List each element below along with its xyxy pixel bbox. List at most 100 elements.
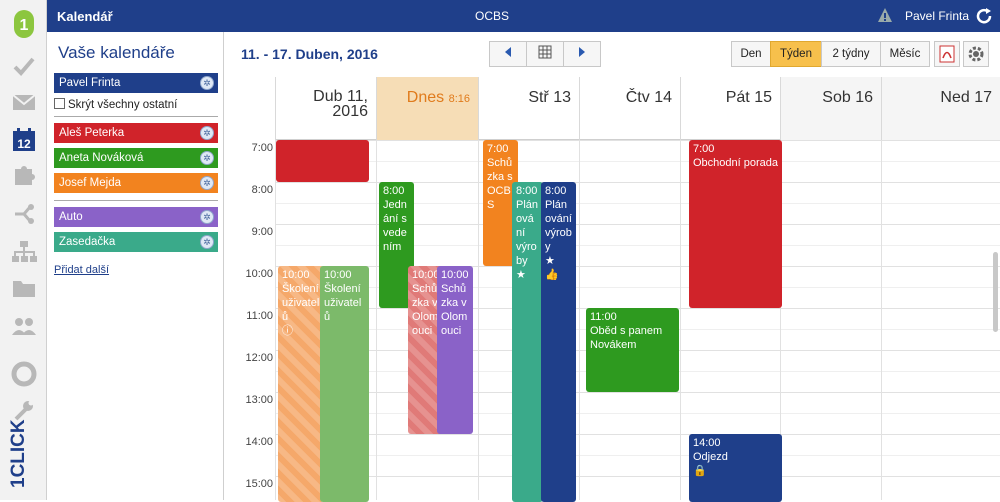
event-title: Schůzka v Olomouci	[412, 283, 439, 337]
day-header-today[interactable]: Dnes 8:16	[376, 77, 478, 140]
calendar-event[interactable]: 10:00 Školení uživatelů	[320, 266, 369, 502]
day-header-wed[interactable]: Stř 13	[478, 77, 579, 140]
calendar-event[interactable]: 14:00 Odjezd 🔒	[689, 434, 782, 502]
gear-icon[interactable]: ✲	[200, 176, 214, 190]
calendar-grid-icon	[538, 45, 552, 59]
event-time: 11:00	[590, 311, 617, 323]
calendar-event[interactable]	[276, 140, 369, 182]
hour-label: 8:00	[251, 184, 273, 196]
center-title: OCBS	[475, 9, 510, 23]
settings-icon	[968, 46, 984, 62]
calendar-item-auto[interactable]: Auto ✲	[54, 207, 218, 227]
event-time: 10:00	[324, 269, 352, 281]
calendar-item-zasedacka[interactable]: Zasedačka ✲	[54, 232, 218, 252]
day-header-sun[interactable]: Ned 17	[881, 77, 1000, 140]
hour-label: 14:00	[245, 436, 273, 448]
day-header-label: Sob 16	[822, 89, 873, 106]
calendar-sidebar: Vaše kalendáře Pavel Frinta ✲ Skrýt všech…	[47, 32, 224, 500]
calendar-item-label: Aleš Peterka	[59, 127, 125, 139]
calendar-item-label: Auto	[59, 211, 83, 223]
today-button[interactable]	[526, 41, 564, 67]
calendar-icon-day: 12	[17, 137, 31, 151]
calendar-event[interactable]: 10:00 Školení uživatelů ⓘ	[278, 266, 324, 502]
prev-button[interactable]	[489, 41, 527, 67]
calendar-item-aneta-novakova[interactable]: Aneta Nováková ✲	[54, 148, 218, 168]
day-header-mon[interactable]: Dub 11, 2016	[275, 77, 376, 140]
hour-label: 7:00	[251, 142, 273, 154]
hide-others-label: Skrýt všechny ostatní	[68, 99, 178, 111]
folder-icon[interactable]	[8, 272, 40, 304]
calendar-item-ales-peterka[interactable]: Aleš Peterka ✲	[54, 123, 218, 143]
gear-icon[interactable]: ✲	[200, 126, 214, 140]
calendar-event[interactable]: 8:00 Plánování výroby ★	[512, 182, 543, 502]
gear-icon[interactable]: ✲	[200, 76, 214, 90]
help-icon: ⓘ	[282, 325, 293, 337]
calendar-item-label: Josef Mejda	[59, 177, 122, 189]
view-month-button[interactable]: Měsíc	[880, 41, 930, 67]
refresh-icon[interactable]	[975, 7, 993, 28]
calendar-event[interactable]: 8:00 Plánování výroby ★ 👍	[541, 182, 576, 502]
pdf-icon	[939, 45, 955, 63]
lifebuoy-icon[interactable]	[8, 358, 40, 390]
view-day-button[interactable]: Den	[731, 41, 771, 67]
add-calendar-link[interactable]: Přidat další	[54, 264, 110, 276]
calendar-event[interactable]: 7:00 Obchodní porada	[689, 140, 782, 308]
hour-label: 9:00	[251, 226, 273, 238]
star-icon: ★	[516, 269, 526, 281]
event-time: 8:00	[383, 185, 405, 197]
event-time: 10:00	[412, 269, 440, 281]
calendar-item-owner[interactable]: Pavel Frinta ✲	[54, 73, 218, 93]
event-time: 7:00	[487, 143, 509, 155]
calendar-main: 11. - 17. Duben, 2016 Den Týden 2 týdny …	[225, 32, 1000, 502]
pdf-export-button[interactable]	[934, 41, 960, 67]
check-icon[interactable]	[8, 50, 40, 82]
view-2weeks-button[interactable]: 2 týdny	[821, 41, 881, 67]
puzzle-icon[interactable]	[8, 160, 40, 192]
warning-icon[interactable]	[877, 7, 893, 26]
event-title: Plánování výroby	[545, 199, 572, 253]
event-time: 10:00	[282, 269, 310, 281]
gear-icon[interactable]: ✲	[200, 235, 214, 249]
share-icon[interactable]	[8, 198, 40, 230]
hour-label: 13:00	[245, 394, 273, 406]
event-time: 10:00	[441, 269, 469, 281]
calendar-item-label: Zasedačka	[59, 236, 116, 248]
hide-others-toggle[interactable]: Skrýt všechny ostatní	[54, 98, 177, 111]
day-header-thu[interactable]: Čtv 14	[579, 77, 680, 140]
day-header-sat[interactable]: Sob 16	[780, 77, 881, 140]
calendar-item-josef-mejda[interactable]: Josef Mejda ✲	[54, 173, 218, 193]
logo-number: 1	[20, 17, 29, 34]
org-chart-icon[interactable]	[8, 236, 40, 268]
event-title: Schůzka v Olomouci	[441, 283, 468, 337]
app-logo-icon[interactable]: 1	[8, 8, 40, 40]
event-title: Obchodní porada	[693, 157, 779, 169]
event-time: 8:00	[545, 185, 567, 197]
day-header-label: 2016	[332, 103, 368, 120]
event-title: Schůzka s OCBS	[487, 157, 513, 211]
event-title: Plánování výroby	[516, 199, 539, 267]
mail-icon[interactable]	[8, 86, 40, 118]
gear-icon[interactable]: ✲	[200, 151, 214, 165]
next-button[interactable]	[563, 41, 601, 67]
star-icon: ★	[545, 255, 555, 267]
view-week-button[interactable]: Týden	[770, 41, 822, 67]
brand-text: 1CLICK	[8, 419, 29, 488]
event-time: 14:00	[693, 437, 721, 449]
hour-label: 15:00	[245, 478, 273, 490]
day-header-fri[interactable]: Pát 15	[680, 77, 780, 140]
calendar-event[interactable]: 11:00 Oběd s panem Novákem	[586, 308, 679, 392]
calendar-event[interactable]: 8:00 Jednání s vedením	[379, 182, 414, 308]
lock-icon: 🔒	[693, 465, 707, 477]
gear-icon[interactable]: ✲	[200, 210, 214, 224]
vertical-scrollbar[interactable]	[993, 252, 998, 332]
event-title: Odjezd	[693, 451, 728, 463]
settings-button[interactable]	[963, 41, 989, 67]
users-icon[interactable]	[8, 310, 40, 342]
wrench-icon[interactable]	[8, 394, 40, 426]
user-name[interactable]: Pavel Frinta	[905, 9, 970, 23]
day-header-label: Pát 15	[725, 89, 772, 106]
hour-label: 11:00	[246, 310, 273, 322]
hide-others-checkbox[interactable]	[54, 98, 65, 109]
calendar-icon[interactable]: 12	[8, 124, 40, 156]
calendar-event[interactable]: 10:00 Schůzka v Olomouci	[437, 266, 473, 434]
